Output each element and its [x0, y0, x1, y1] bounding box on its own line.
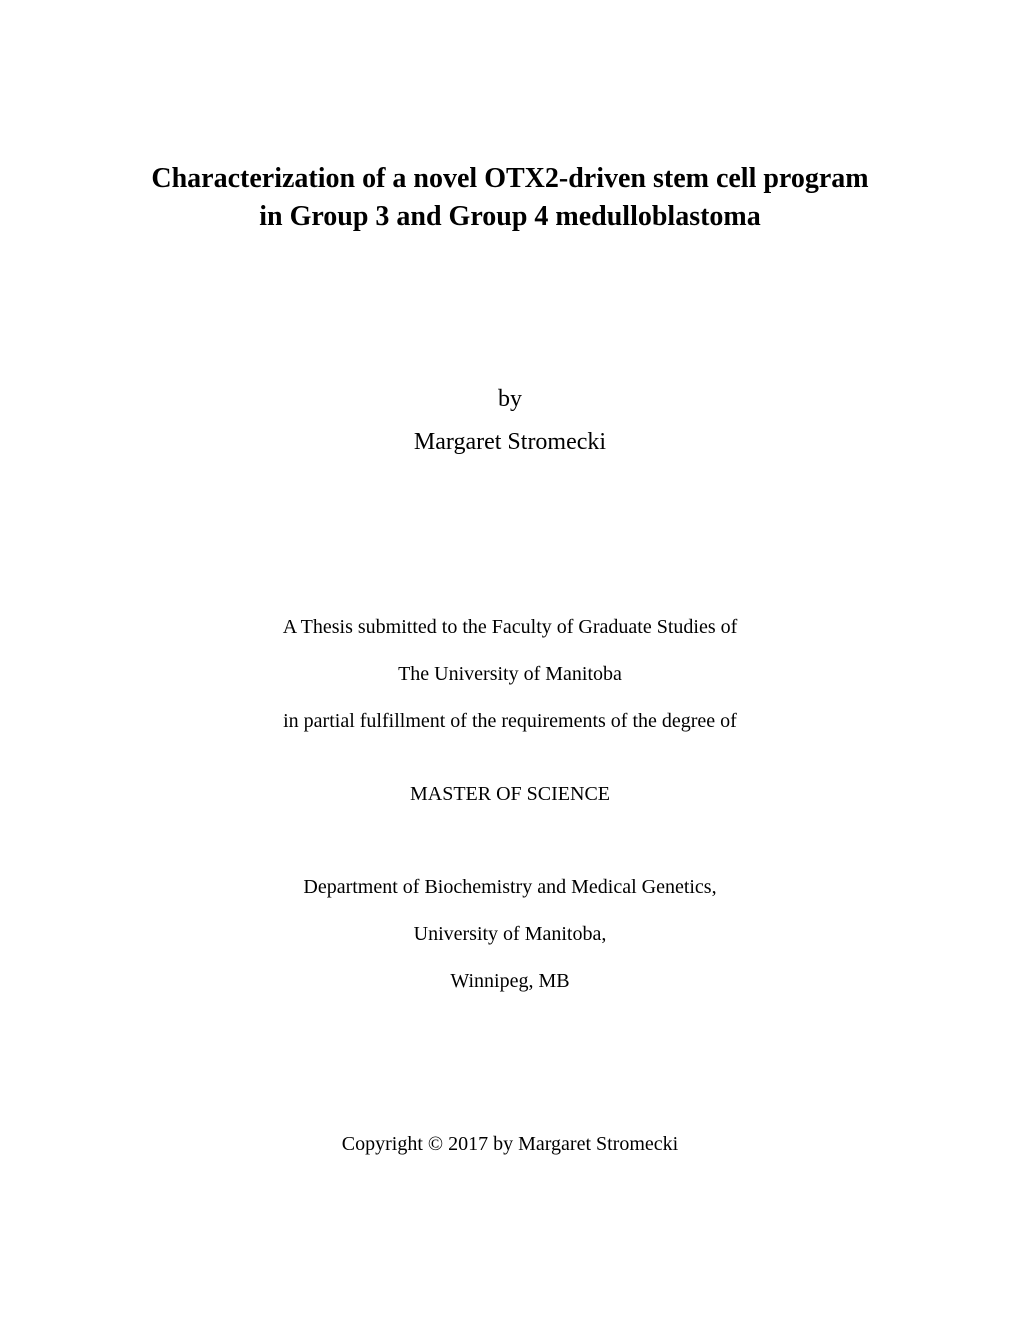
copyright-notice: Copyright © 2017 by Margaret Stromecki — [120, 1133, 900, 1156]
department-line-3: Winnipeg, MB — [120, 970, 900, 993]
submission-line-2: The University of Manitoba — [120, 663, 900, 686]
author-name: Margaret Stromecki — [120, 429, 900, 456]
degree-name: MASTER OF SCIENCE — [120, 783, 900, 806]
title-line-1: Characterization of a novel OTX2-driven … — [120, 160, 900, 198]
submission-line-1: A Thesis submitted to the Faculty of Gra… — [120, 616, 900, 639]
department-line-2: University of Manitoba, — [120, 923, 900, 946]
by-label: by — [120, 386, 900, 413]
title-line-2: in Group 3 and Group 4 medulloblastoma — [120, 198, 900, 236]
submission-line-3: in partial fulfillment of the requiremen… — [120, 710, 900, 733]
department-line-1: Department of Biochemistry and Medical G… — [120, 876, 900, 899]
thesis-title: Characterization of a novel OTX2-driven … — [120, 160, 900, 236]
